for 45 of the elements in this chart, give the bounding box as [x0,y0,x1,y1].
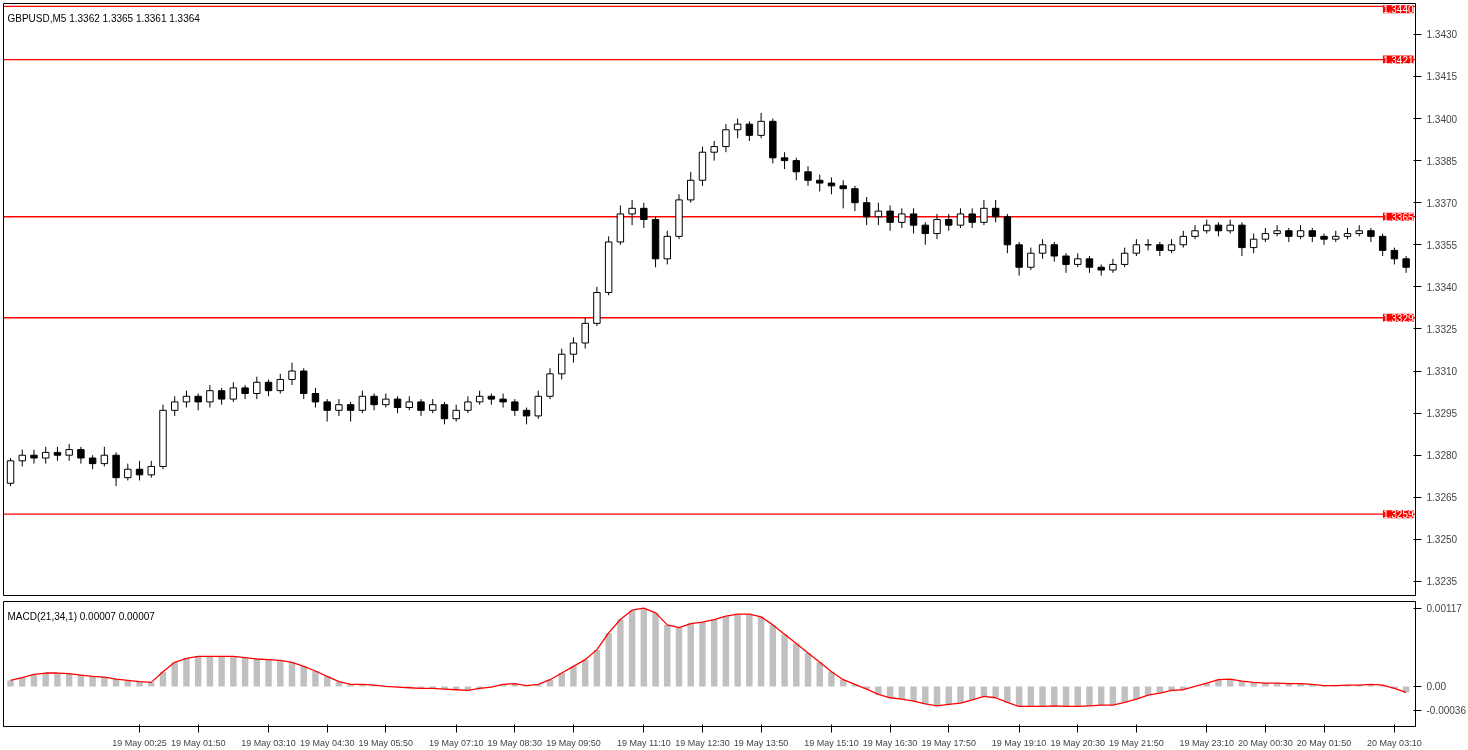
x-tick-label: 20 May 00:30 [1238,737,1293,748]
x-tick-label: 19 May 00:25 [112,737,167,748]
y-tick-label: 1.3235 [1426,576,1458,588]
ref-line-label: 1.3259 [1382,509,1414,521]
x-tick-label: 20 May 01:50 [1296,737,1352,748]
x-tick-label: 19 May 20:30 [1050,737,1106,748]
x-tick-label: 19 May 19:10 [991,737,1047,748]
x-tick-label: 19 May 11:10 [616,737,671,748]
ref-line-label: 1.3329 [1382,312,1414,324]
y-tick-label: 1.3310 [1426,366,1458,378]
y-tick-label: 0.00 [1426,681,1447,693]
ref-line-label: 1.3365 [1382,211,1414,223]
x-tick-label: 19 May 16:30 [862,737,918,748]
y-tick-label: 1.3265 [1426,492,1458,504]
y-tick-label: -0.00036 [1426,705,1467,717]
y-tick-label: 1.3415 [1426,71,1458,83]
y-tick-label: 1.3340 [1426,281,1458,293]
x-tick-label: 19 May 04:30 [299,737,355,748]
x-tick-label: 19 May 15:10 [804,737,859,748]
x-tick-label: 19 May 07:10 [428,737,484,748]
ref-line-label: 1.3421 [1382,54,1414,66]
y-tick-label: 1.3280 [1426,450,1458,462]
y-tick-label: 1.3355 [1426,239,1458,251]
text: MACD(21,34,1) 0.00007 0.00007 [7,610,156,622]
x-tick-label: 19 May 09:50 [546,737,601,748]
text: GBPUSD,M5 1.3362 1.3365 1.3361 1.3364 [7,12,201,24]
y-tick-label: 1.3400 [1426,113,1458,125]
x-tick-label: 19 May 03:10 [241,737,296,748]
y-tick-label: 1.3385 [1426,155,1458,167]
ref-line-label: 1.3440 [1382,4,1414,16]
y-tick-label: 1.3325 [1426,323,1458,335]
x-tick-label: 19 May 17:50 [921,737,977,748]
x-tick-label: 19 May 05:50 [358,737,414,748]
x-tick-label: 19 May 21:50 [1109,737,1164,748]
y-tick-label: 0.00117 [1426,603,1463,615]
x-tick-label: 19 May 13:50 [733,737,789,748]
y-tick-label: 1.3430 [1426,29,1458,41]
x-tick-label: 19 May 23:10 [1179,737,1235,748]
x-tick-label: 20 May 03:10 [1367,737,1422,748]
x-tick-label: 19 May 12:30 [675,737,730,748]
y-tick-label: 1.3370 [1426,197,1458,209]
x-tick-label: 19 May 01:50 [170,737,226,748]
y-tick-label: 1.3250 [1426,534,1458,546]
y-tick-label: 1.3295 [1426,408,1458,420]
x-tick-label: 19 May 08:30 [487,737,543,748]
